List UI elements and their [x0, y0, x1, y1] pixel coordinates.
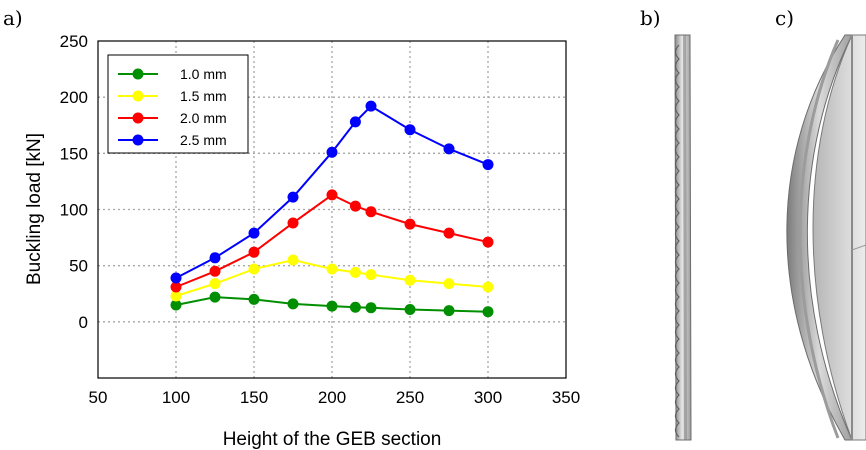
data-point — [170, 272, 182, 284]
data-point — [482, 236, 494, 248]
y-tick-label: 0 — [79, 313, 88, 332]
data-point — [443, 227, 455, 239]
data-point — [404, 303, 416, 315]
data-point — [443, 278, 455, 290]
x-tick-label: 350 — [552, 388, 580, 407]
data-point — [287, 191, 299, 203]
data-point — [404, 274, 416, 286]
data-point — [365, 269, 377, 281]
data-point — [326, 263, 338, 275]
data-point — [482, 306, 494, 318]
data-point — [170, 299, 182, 311]
data-point — [209, 291, 221, 303]
data-point — [287, 298, 299, 310]
data-point — [365, 100, 377, 112]
data-point — [482, 159, 494, 171]
data-point — [443, 305, 455, 317]
x-tick-label: 200 — [318, 388, 346, 407]
data-point — [349, 116, 361, 128]
legend-label: 2.0 mm — [180, 110, 227, 126]
series-line — [175, 104, 489, 279]
chart-legend: 1.0 mm 1.5 mm 2.0 mm 2.5 mm — [107, 54, 249, 154]
x-tick-label: 150 — [240, 388, 268, 407]
y-tick-label: 200 — [60, 88, 88, 107]
series-line — [175, 193, 489, 288]
column-render-c — [786, 34, 866, 441]
x-tick-label: 250 — [396, 388, 424, 407]
data-point — [287, 254, 299, 266]
x-tick-label: 100 — [162, 388, 190, 407]
data-point — [482, 281, 494, 293]
data-point — [170, 290, 182, 302]
data-point — [443, 143, 455, 155]
series-2-0-mm — [170, 189, 494, 293]
legend-marker — [132, 112, 144, 124]
data-point — [404, 218, 416, 230]
chart-grid — [98, 41, 566, 378]
series-2-5-mm — [170, 100, 494, 284]
y-axis-label: Buckling load [kN] — [24, 133, 45, 285]
x-tick-label: 50 — [89, 388, 108, 407]
data-point — [170, 281, 182, 293]
data-point — [248, 227, 260, 239]
series-1-5-mm — [170, 254, 494, 302]
legend-marker — [132, 90, 144, 102]
legend-label: 1.5 mm — [180, 88, 227, 104]
data-point — [326, 146, 338, 158]
y-axis-ticks: 0 50 100 150 200 250 — [60, 32, 88, 332]
y-tick-label: 150 — [60, 144, 88, 163]
data-point — [209, 265, 221, 277]
data-point — [248, 293, 260, 305]
data-point — [287, 217, 299, 229]
data-point — [248, 263, 260, 275]
plot-area — [97, 40, 567, 379]
chart-series — [170, 100, 494, 318]
data-point — [349, 266, 361, 278]
data-point — [326, 300, 338, 312]
panel-label-a: a) — [3, 6, 23, 30]
buckling-load-chart: 50 100 150 200 250 300 350 0 50 100 150 200 250 Hei… — [24, 32, 580, 450]
data-point — [209, 278, 221, 290]
legend-marker — [132, 134, 144, 146]
column-render-b — [674, 34, 692, 441]
data-point — [209, 252, 221, 264]
data-point — [365, 302, 377, 314]
data-point — [365, 206, 377, 218]
y-tick-label: 50 — [69, 257, 88, 276]
data-point — [248, 246, 260, 258]
legend-label: 2.5 mm — [180, 132, 227, 148]
legend-label: 1.0 mm — [180, 66, 227, 82]
legend-marker — [132, 68, 144, 80]
legend-box — [107, 54, 249, 154]
data-point — [349, 301, 361, 313]
panel-label-c: c) — [775, 6, 794, 30]
data-point — [349, 200, 361, 212]
y-tick-label: 250 — [60, 32, 88, 51]
data-point — [326, 189, 338, 201]
series-1-0-mm — [170, 291, 494, 318]
series-line — [175, 296, 489, 313]
x-tick-label: 300 — [474, 388, 502, 407]
panel-label-b: b) — [640, 6, 661, 30]
y-tick-label: 100 — [60, 201, 88, 220]
series-line — [175, 259, 489, 297]
x-axis-ticks: 50 100 150 200 250 300 350 — [89, 388, 581, 407]
data-point — [404, 124, 416, 136]
x-axis-label: Height of the GEB section — [223, 429, 442, 450]
